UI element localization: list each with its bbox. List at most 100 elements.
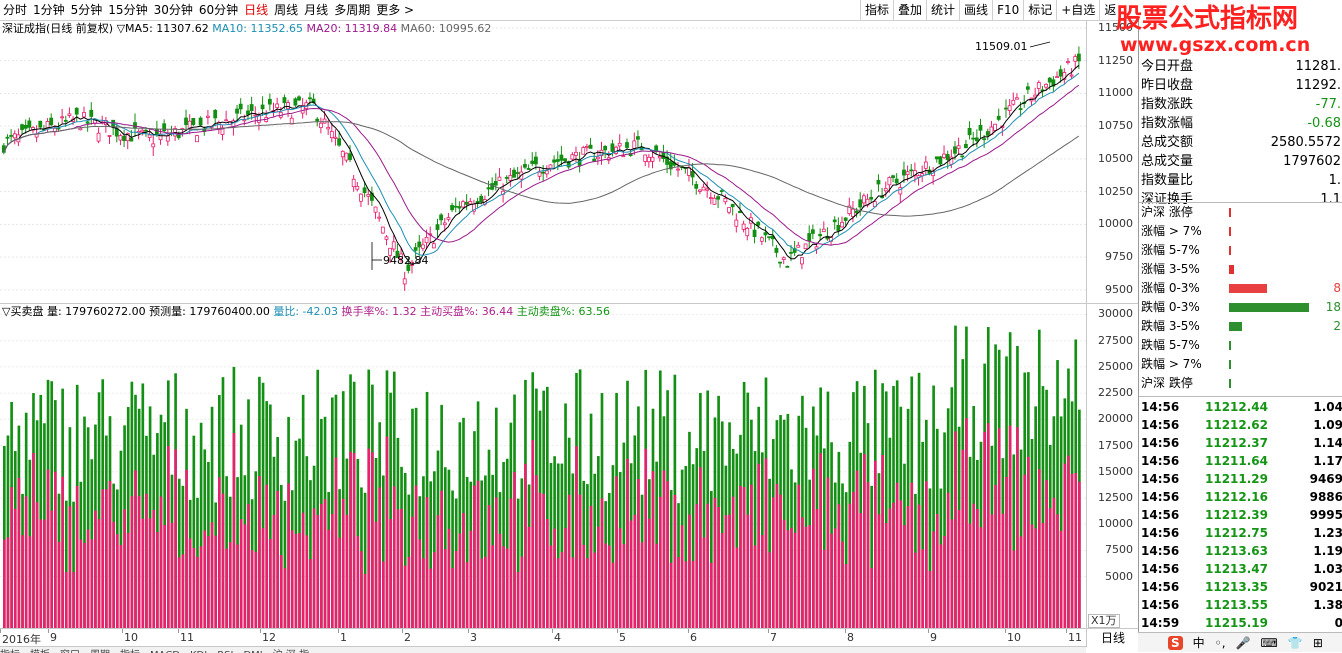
period-tab-0[interactable]: 分时 — [3, 3, 28, 17]
tool-button-4[interactable]: F10 — [992, 0, 1023, 20]
tool-button-6[interactable]: +自选 — [1056, 0, 1099, 20]
input-method-bar: S 中 ◦, 🎤 ⌨ 👕 ⊞ — [1138, 632, 1342, 652]
distribution-bar — [1229, 341, 1231, 350]
stat-value: 1.1 — [1320, 192, 1341, 207]
tool-button-7[interactable]: 返 — [1099, 0, 1120, 20]
distribution-label: 跌幅 > 7% — [1141, 357, 1202, 371]
period-tab-4[interactable]: 30分钟 — [153, 3, 193, 17]
distribution-count: 8 — [1333, 281, 1341, 295]
stat-value: 1. — [1328, 173, 1341, 188]
period-tab-5[interactable]: 60分钟 — [198, 3, 239, 17]
date-tick: 9 — [930, 631, 937, 644]
stat-row: 总成交量 1797602 — [1141, 152, 1341, 171]
distribution-label: 涨幅 > 7% — [1141, 224, 1202, 238]
tool-button-1[interactable]: 叠加 — [893, 0, 926, 20]
volume-tick: 7500 — [1105, 543, 1133, 557]
ime-icon-4[interactable]: ⌨ — [1260, 635, 1278, 650]
volume-unit-label: X1万 — [1088, 614, 1120, 628]
volume-legend-0: ▽买卖盘 量: 179760272.00 — [2, 305, 146, 318]
tick-time: 14:56 — [1141, 472, 1180, 486]
date-tick: 5 — [619, 631, 626, 644]
distribution-bar — [1229, 284, 1267, 293]
tick-price: 11211.64 — [1205, 454, 1269, 468]
tick-time: 14:56 — [1141, 544, 1180, 558]
volume-tick: 5000 — [1105, 569, 1133, 583]
price-tick: 9500 — [1105, 282, 1133, 296]
tool-button-3[interactable]: 画线 — [959, 0, 992, 20]
distribution-bar — [1229, 322, 1242, 331]
tick-price: 11212.37 — [1205, 436, 1269, 450]
period-tab-8[interactable]: 月线 — [304, 3, 329, 17]
volume-chart[interactable] — [0, 303, 1086, 629]
volume-tick: 17500 — [1098, 438, 1133, 452]
stat-label: 昨日收盘 — [1141, 78, 1194, 93]
volume-legend-4: 主动买盘%: 36.44 — [416, 305, 514, 318]
ma10-line — [3, 72, 1080, 257]
chart-title: 深证成指(日线 前复权) — [2, 22, 114, 35]
distribution-label: 跌幅 5-7% — [1141, 338, 1200, 352]
period-side-label[interactable]: 日线 — [1086, 628, 1139, 647]
period-tab-1[interactable]: 1分钟 — [33, 3, 65, 17]
period-tab-2[interactable]: 5分钟 — [70, 3, 103, 17]
tool-button-2[interactable]: 统计 — [926, 0, 959, 20]
tool-button-0[interactable]: 指标 — [860, 0, 893, 20]
ma5-line — [3, 64, 1080, 266]
stat-value: 11281. — [1295, 59, 1342, 74]
volume-legend-2: 量比: -42.03 — [269, 305, 338, 318]
distribution-row: 涨幅 3-5% — [1141, 260, 1341, 279]
distribution-row: 沪深 跌停 — [1141, 374, 1341, 393]
volume-legend: ▽买卖盘 量: 179760272.00 预测量: 179760400.00 量… — [2, 305, 610, 319]
period-tab-9[interactable]: 多周期 — [334, 3, 371, 17]
volume-tick: 30000 — [1098, 307, 1133, 321]
ime-icon-2[interactable]: ◦, — [1214, 635, 1226, 650]
stat-row: 深证换手 1.1 — [1141, 190, 1341, 209]
tick-price: 11213.47 — [1205, 562, 1269, 576]
tick-volume: 1.14 — [1313, 436, 1342, 450]
price-tick: 9750 — [1105, 250, 1133, 264]
ma-legend-0: ▽MA5: 11307.62 — [113, 22, 209, 35]
tick-row: 14:56 11212.37 1.14 — [1139, 434, 1342, 452]
distribution-bar — [1229, 379, 1231, 388]
tick-time: 14:56 — [1141, 598, 1180, 612]
kline-chart[interactable]: 11509.01 9482.84 — [0, 20, 1086, 303]
tick-price: 11211.29 — [1205, 472, 1269, 486]
price-gridlines — [0, 27, 1086, 291]
price-tick: 10000 — [1098, 217, 1133, 231]
stat-label: 指数涨跌 — [1141, 97, 1194, 112]
ime-icon-0[interactable]: S — [1168, 635, 1183, 650]
tick-time: 14:56 — [1141, 454, 1180, 468]
low-price-label: 9482.84 — [383, 254, 429, 267]
distribution-row: 沪深 涨停 — [1141, 203, 1341, 222]
tick-row: 14:56 11212.39 9995 — [1139, 506, 1342, 524]
ime-icon-1[interactable]: 中 — [1192, 636, 1205, 650]
ime-icon-3[interactable]: 🎤 — [1235, 635, 1251, 650]
main-legend: 深证成指(日线 前复权) ▽MA5: 11307.62 MA10: 11352.… — [2, 22, 491, 36]
watermark-url: www.gszx.com.cn — [1120, 34, 1311, 56]
tick-time: 14:56 — [1141, 436, 1180, 450]
tool-button-5[interactable]: 标记 — [1023, 0, 1056, 20]
period-tab-3[interactable]: 15分钟 — [108, 3, 148, 17]
stat-row: 昨日收盘 11292. — [1141, 76, 1341, 95]
date-tick: 12 — [262, 631, 276, 644]
tick-volume: 1.17 — [1313, 454, 1342, 468]
date-tick: 8 — [847, 631, 854, 644]
date-tick: 11 — [180, 631, 194, 644]
date-tick: 6 — [690, 631, 697, 644]
top-toolbar — [0, 0, 1342, 21]
ime-icon-5[interactable]: 👕 — [1287, 635, 1303, 650]
ma-legend-3: MA60: 10995.62 — [397, 22, 492, 35]
tick-price: 11212.39 — [1205, 508, 1269, 522]
ime-icon-6[interactable]: ⊞ — [1312, 635, 1323, 650]
distribution-bar — [1229, 227, 1231, 236]
price-axis: 11500 11250 11000 10750 10500 10250 10000 9750 9… — [1086, 20, 1139, 303]
tick-volume: 9886 — [1309, 490, 1342, 504]
tick-price: 11213.35 — [1205, 580, 1269, 594]
tick-row: 14:56 11211.64 1.17 — [1139, 452, 1342, 470]
tick-row: 14:56 11213.55 1.38 — [1139, 596, 1342, 614]
distribution-row: 涨幅 > 7% — [1141, 222, 1341, 241]
tool-buttons: 指标 叠加 统计 画线 F10 标记 +自选返 — [860, 0, 1120, 20]
period-tab-10[interactable]: 更多 > — [376, 3, 415, 17]
period-tab-6[interactable]: 日线 — [244, 3, 269, 17]
period-tab-7[interactable]: 周线 — [274, 3, 299, 17]
date-tick: 11 — [1068, 631, 1082, 644]
